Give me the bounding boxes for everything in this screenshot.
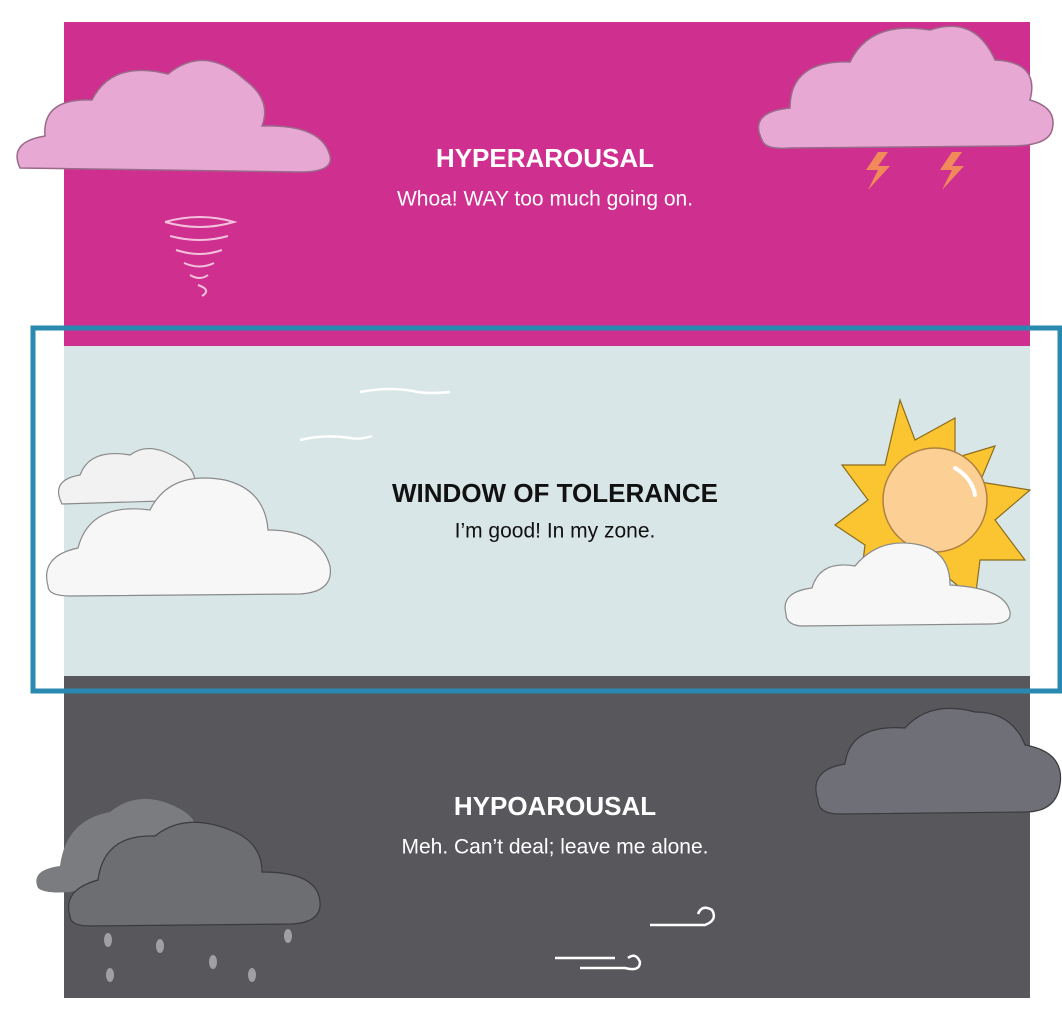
zone-title: HYPERAROUSAL: [436, 143, 654, 173]
zone-subtitle: I’m good! In my zone.: [455, 520, 656, 543]
raindrop: [104, 933, 112, 947]
raindrop: [209, 955, 217, 969]
raindrop: [106, 968, 114, 982]
raindrop: [284, 929, 292, 943]
sun: [883, 448, 987, 552]
zone-subtitle: Meh. Can’t deal; leave me alone.: [401, 836, 708, 859]
zone-title: HYPOAROUSAL: [454, 791, 656, 821]
zone-title: WINDOW OF TOLERANCE: [392, 478, 718, 508]
raindrop: [156, 939, 164, 953]
page: {"zones": [ {"title": "HYPERAROUSAL", "s…: [0, 0, 1062, 1009]
raindrop: [248, 968, 256, 982]
zone-subtitle: Whoa! WAY too much going on.: [397, 188, 693, 211]
illustration: HYPERAROUSAL Whoa! WAY too much going on…: [0, 0, 1062, 1009]
